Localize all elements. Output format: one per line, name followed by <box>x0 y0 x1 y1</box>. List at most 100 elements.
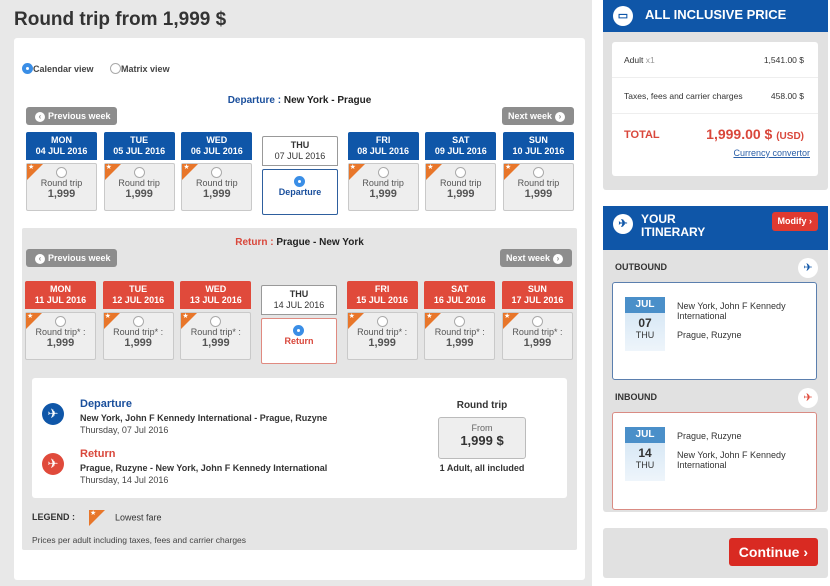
matrix-view-label[interactable]: Matrix view <box>121 63 170 74</box>
fare-radio[interactable] <box>532 167 544 179</box>
fare-option[interactable]: Round trip* :1,999 <box>180 312 252 360</box>
fare-radio[interactable] <box>211 167 223 179</box>
fare-label: Round trip* : <box>190 327 241 338</box>
day-header: SAT 16 JUL 2016 <box>424 281 496 309</box>
day-date: 06 JUL 2016 <box>190 146 243 156</box>
day-date: 11 JUL 2016 <box>34 295 87 305</box>
itinerary-title-1: YOUR <box>641 212 676 226</box>
day-date: 05 JUL 2016 <box>113 146 166 156</box>
matrix-view-radio[interactable] <box>110 63 122 75</box>
fare-radio[interactable] <box>132 316 144 328</box>
fare-label: Round trip <box>40 178 83 189</box>
day-of-week: TUE <box>130 135 149 145</box>
outbound-label: OUTBOUND <box>615 262 667 272</box>
chevron-left-icon: ‹ <box>35 111 45 122</box>
day-header: THU 14 JUL 2016 <box>260 285 337 315</box>
fare-radio[interactable] <box>133 167 145 179</box>
departure-next-week-button[interactable]: Next week › <box>501 107 574 125</box>
itinerary-header: ✈ YOUR ITINERARY Modify › <box>603 206 828 250</box>
inbound-label: INBOUND <box>615 392 657 402</box>
page-title: Round trip from 1,999 $ <box>14 9 227 30</box>
fare-radio[interactable] <box>376 316 388 328</box>
return-day-thu[interactable]: THU 14 JUL 2016 Return <box>258 281 340 364</box>
fare-radio[interactable] <box>210 316 222 328</box>
departure-previous-week-button[interactable]: ‹ Previous week <box>26 107 117 125</box>
adult-row: Adult x1 1,541.00 $ <box>612 42 818 78</box>
return-route-key: Return : <box>235 237 274 248</box>
fare-radio[interactable] <box>454 316 466 328</box>
fare-price: 1,999 <box>446 337 474 350</box>
day-header: SUN 17 JUL 2016 <box>501 281 573 309</box>
fare-label: Round trip* : <box>512 327 563 338</box>
lowest-fare-star-icon <box>348 163 365 180</box>
outbound-card: JUL 07 THU New York, John F Kennedy Intern… <box>612 282 817 380</box>
fare-price: 1,999 <box>202 337 230 350</box>
fare-radio[interactable] <box>531 316 543 328</box>
fare-radio[interactable] <box>55 316 66 328</box>
total-price: 1,999.00 $ <box>706 126 773 142</box>
month: JUL <box>625 297 665 313</box>
taxes-row: Taxes, fees and carrier charges 458.00 $ <box>612 78 818 114</box>
fare-option[interactable]: Round trip* :1,999 <box>102 312 174 360</box>
modify-label: Modify <box>777 216 807 226</box>
lowest-fare-star-icon <box>426 163 443 180</box>
fare-radio-selected[interactable] <box>294 176 306 188</box>
departure-plane-icon: ✈ <box>42 403 64 425</box>
modify-button[interactable]: Modify › <box>771 212 818 231</box>
calendar-view-label[interactable]: Calendar view <box>33 63 94 74</box>
continue-button[interactable]: Continue › <box>728 538 818 566</box>
lowest-fare-star-icon <box>27 163 43 180</box>
chevron-right-icon: › <box>555 111 565 122</box>
summary-return-route: Prague, Ruzyne - New York, John F Kenned… <box>80 463 328 473</box>
fare-radio[interactable] <box>455 167 467 179</box>
left-area: Round trip from 1,999 $ Calendar view Ma… <box>0 0 592 586</box>
return-previous-week-button[interactable]: ‹ Previous week <box>26 249 117 267</box>
fare-option[interactable]: Round trip* :1,999 <box>501 312 573 360</box>
day-date: 15 JUL 2016 <box>356 295 409 305</box>
next-label: Next week <box>505 253 550 263</box>
calendar-view-radio[interactable] <box>22 63 33 75</box>
lowest-fare-star-icon <box>181 312 198 329</box>
currency-convertor-link[interactable]: Currency convertor <box>733 148 810 158</box>
chevron-right-icon: › <box>553 253 563 264</box>
day-of-week: THU <box>290 140 310 150</box>
fare-calendar-panel: Calendar view Matrix view Departure : Ne… <box>14 38 585 580</box>
departure-day-thu[interactable]: THU 07 JUL 2016 Departure <box>259 132 341 215</box>
fare-option[interactable]: Round trip* :1,999 <box>424 312 496 360</box>
day-of-week: WED <box>206 135 228 145</box>
fare-option[interactable]: Return <box>260 318 337 364</box>
fare-option[interactable]: Round trip* :1,999 <box>25 312 96 360</box>
fare-option[interactable]: Departure <box>261 169 338 215</box>
taxes-price: 458.00 $ <box>770 91 804 101</box>
adult-price: 1,541.00 $ <box>763 55 804 65</box>
fare-radio[interactable] <box>377 167 389 179</box>
return-next-week-button[interactable]: Next week › <box>499 249 572 267</box>
fare-price: 1,999 <box>46 337 75 350</box>
price-box: From 1,999 $ <box>438 417 526 459</box>
fare-option[interactable]: Round trip* :1,999 <box>346 312 418 360</box>
fare-radio-selected[interactable] <box>293 325 305 337</box>
return-route-heading: Return : Prague - New York <box>22 237 577 248</box>
fare-radio[interactable] <box>56 167 67 179</box>
day-header: WED 13 JUL 2016 <box>180 281 252 309</box>
day-of-week: FRI <box>374 284 390 294</box>
fare-label: Round trip* : <box>113 327 164 338</box>
